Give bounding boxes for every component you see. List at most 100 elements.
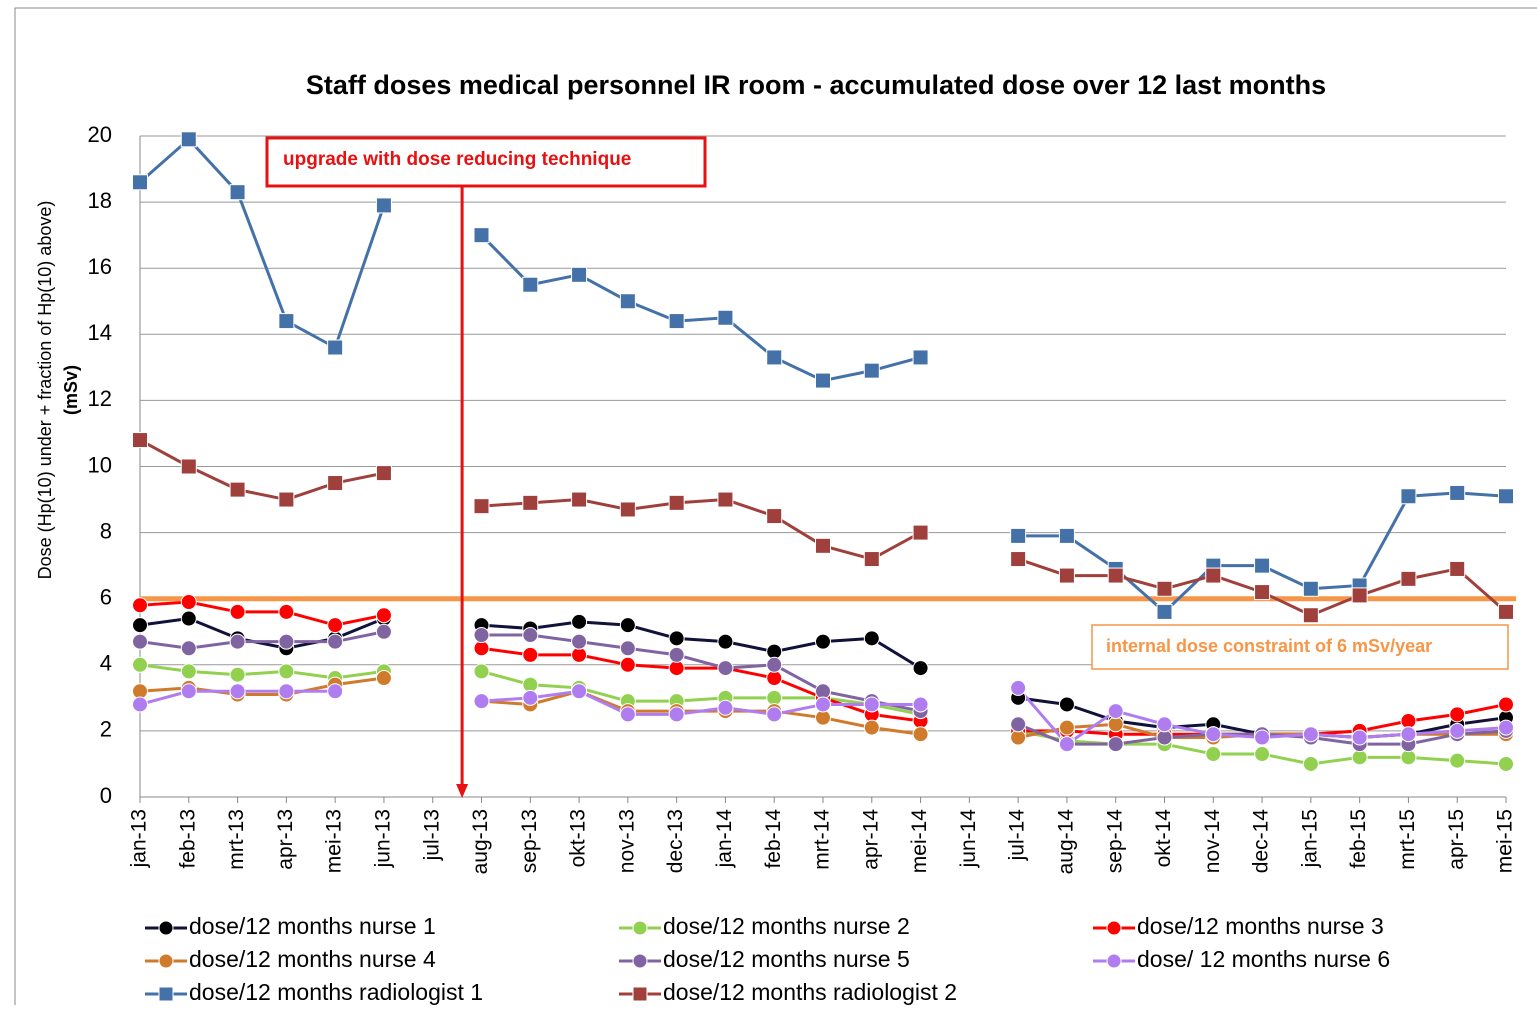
data-point <box>668 313 685 330</box>
data-point <box>1010 679 1027 696</box>
data-point <box>815 633 831 650</box>
data-point <box>766 706 783 723</box>
data-point <box>1156 580 1173 597</box>
data-point <box>863 630 880 647</box>
data-point <box>1205 726 1222 743</box>
x-tick-label: aug-13 <box>469 809 492 874</box>
data-point <box>473 227 490 244</box>
x-tick-label: sep-13 <box>518 809 541 873</box>
data-point <box>1205 567 1222 584</box>
x-tick-label: nov-13 <box>615 809 638 873</box>
data-point <box>619 640 636 657</box>
x-tick-label: mei-14 <box>908 809 931 874</box>
legend-label: dose/12 months radiologist 1 <box>189 979 483 1005</box>
data-point <box>327 633 344 650</box>
legend-label: dose/12 months nurse 2 <box>663 913 910 939</box>
data-point <box>1058 696 1075 713</box>
data-point <box>815 372 831 389</box>
data-point <box>132 174 148 191</box>
data-point <box>1449 706 1466 723</box>
data-point <box>863 362 880 379</box>
data-point <box>473 663 490 680</box>
data-point <box>1498 603 1514 620</box>
data-point <box>632 953 648 969</box>
data-point <box>863 551 880 568</box>
y-tick-label: 10 <box>88 452 112 477</box>
data-point <box>815 696 831 713</box>
chart-title: Staff doses medical personnel IR room - … <box>306 70 1326 100</box>
data-point <box>668 630 685 647</box>
data-point <box>717 660 734 677</box>
data-point <box>132 633 148 650</box>
annotation-box <box>265 136 707 188</box>
data-point <box>375 197 392 214</box>
legend-label: dose/ 12 months nurse 6 <box>1137 946 1390 972</box>
data-point <box>717 491 734 508</box>
data-point <box>180 663 197 680</box>
x-tick-label: jun-13 <box>371 809 394 868</box>
x-tick-label: jan-13 <box>128 809 151 868</box>
data-point <box>229 184 246 201</box>
constraint-label: internal dose constraint of 6 mSv/year <box>1106 636 1432 656</box>
data-point <box>1449 484 1466 501</box>
data-point <box>1106 953 1122 969</box>
data-point <box>180 458 197 475</box>
legend-label: dose/12 months nurse 4 <box>189 946 436 972</box>
data-point <box>766 349 783 366</box>
data-point <box>158 953 174 969</box>
data-point <box>278 683 295 700</box>
data-point <box>1400 726 1417 743</box>
data-point <box>522 627 539 644</box>
data-point <box>1010 716 1027 733</box>
data-point <box>668 706 685 723</box>
data-point <box>1302 726 1319 743</box>
data-point <box>180 131 197 148</box>
x-tick-label: mei-15 <box>1494 809 1517 873</box>
data-point <box>1254 746 1271 763</box>
data-point <box>473 498 490 515</box>
data-point <box>1058 567 1075 584</box>
data-point <box>619 501 636 518</box>
y-tick-label: 0 <box>100 783 112 808</box>
data-point <box>912 349 929 366</box>
x-tick-label: aug-14 <box>1054 809 1077 875</box>
data-point <box>132 597 148 614</box>
x-tick-label: jan-15 <box>1298 809 1321 868</box>
data-point <box>619 617 636 634</box>
data-point <box>229 666 246 683</box>
data-point <box>1498 755 1514 772</box>
data-point <box>327 683 344 700</box>
data-point <box>1449 560 1466 577</box>
legend-label: dose/12 months nurse 5 <box>663 946 910 972</box>
x-tick-label: nov-14 <box>1201 809 1224 874</box>
data-point <box>375 607 392 624</box>
data-point <box>132 696 148 713</box>
data-point <box>180 640 197 657</box>
legend-label: dose/12 months radiologist 2 <box>663 979 957 1005</box>
data-point <box>1010 527 1027 544</box>
x-tick-label: apr-14 <box>859 809 882 870</box>
data-point <box>571 683 588 700</box>
data-point <box>375 623 392 640</box>
data-point <box>766 508 783 525</box>
data-point <box>668 494 685 511</box>
y-tick-label: 4 <box>100 651 112 676</box>
data-point <box>132 617 148 634</box>
y-tick-label: 14 <box>88 320 112 345</box>
data-point <box>1498 719 1514 736</box>
legend-label: dose/12 months nurse 3 <box>1137 913 1384 939</box>
x-tick-label: sep-14 <box>1103 809 1126 874</box>
data-point <box>632 920 648 936</box>
y-tick-label: 18 <box>88 188 112 213</box>
data-point <box>632 986 648 1002</box>
data-point <box>522 494 539 511</box>
data-point <box>1254 584 1271 601</box>
x-tick-label: jun-14 <box>957 809 980 869</box>
data-point <box>1107 736 1124 753</box>
data-point <box>1058 719 1075 736</box>
data-point <box>327 475 344 492</box>
data-point <box>158 986 174 1002</box>
data-point <box>571 266 588 283</box>
data-point <box>229 633 246 650</box>
